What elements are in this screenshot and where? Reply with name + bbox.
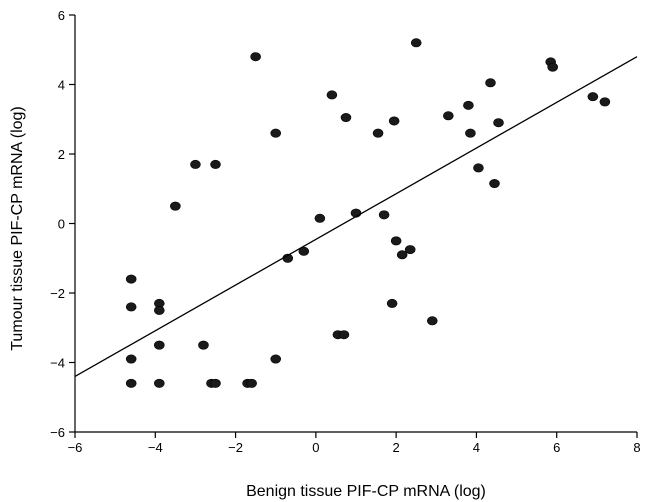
x-tick-label: 8 bbox=[633, 440, 640, 455]
scatter-point bbox=[154, 340, 165, 350]
scatter-point bbox=[154, 378, 165, 388]
scatter-point bbox=[125, 354, 137, 364]
y-tick-label: 2 bbox=[58, 147, 65, 162]
scatter-point bbox=[340, 113, 352, 123]
scatter-point bbox=[386, 298, 398, 308]
x-tick-label: 4 bbox=[473, 440, 480, 455]
regression-line bbox=[74, 56, 638, 377]
scatter-point bbox=[443, 111, 454, 121]
x-tick-label: −6 bbox=[68, 440, 83, 455]
x-tick-label: −4 bbox=[148, 440, 163, 455]
y-axis-title: Tumour tissue PIF-CP mRNA (log) bbox=[9, 106, 26, 351]
x-tick-label: 2 bbox=[393, 440, 400, 455]
scatter-point bbox=[463, 100, 474, 110]
scatter-point bbox=[154, 305, 165, 315]
x-axis-title: Benign tissue PIF-CP mRNA (log) bbox=[246, 483, 486, 500]
scatter-point bbox=[465, 128, 476, 138]
y-tick-label: −4 bbox=[50, 356, 65, 371]
scatter-point bbox=[410, 38, 422, 48]
scatter-point bbox=[314, 213, 326, 223]
y-tick-label: 0 bbox=[58, 217, 65, 232]
scatter-point bbox=[378, 210, 390, 220]
scatter-point bbox=[298, 246, 310, 256]
scatter-point bbox=[388, 116, 400, 126]
y-tick-label: −6 bbox=[50, 425, 65, 440]
scatter-point bbox=[270, 128, 282, 138]
x-tick-label: −2 bbox=[228, 440, 243, 455]
x-tick-label: 6 bbox=[553, 440, 560, 455]
ticks: −6 −4 −2 0 2 4 6 8 −6 −4 −2 0 2 4 6 bbox=[50, 8, 640, 455]
y-tick-label: 6 bbox=[58, 8, 65, 23]
scatter-point bbox=[390, 236, 402, 246]
scatter-point bbox=[125, 274, 137, 284]
scatter-point bbox=[599, 97, 611, 107]
scatter-point bbox=[338, 330, 350, 340]
x-tick-label: 0 bbox=[312, 440, 319, 455]
scatter-point bbox=[170, 201, 181, 211]
scatter-point bbox=[250, 52, 261, 62]
scatter-point bbox=[198, 340, 209, 350]
scatter-point bbox=[190, 159, 201, 169]
scatter-point bbox=[125, 302, 137, 312]
scatter-point bbox=[270, 354, 282, 364]
scatter-point bbox=[210, 159, 221, 169]
scatter-point bbox=[372, 128, 384, 138]
axes bbox=[74, 15, 637, 433]
scatter-point bbox=[125, 378, 137, 388]
scatter-point bbox=[587, 92, 599, 102]
y-tick-label: −2 bbox=[50, 286, 65, 301]
scatter-point bbox=[473, 163, 484, 173]
scatter-point bbox=[485, 78, 496, 88]
scatter-point bbox=[404, 245, 416, 255]
scatter-point bbox=[210, 378, 221, 388]
scatter-point bbox=[426, 316, 438, 326]
y-tick-label: 4 bbox=[58, 78, 65, 93]
scatter-point bbox=[326, 90, 338, 100]
scatter-point bbox=[246, 378, 257, 388]
scatter-point bbox=[547, 62, 559, 72]
scatter-point bbox=[396, 250, 408, 260]
scatter-point bbox=[493, 118, 504, 128]
points-layer bbox=[125, 38, 611, 388]
scatter-point bbox=[489, 179, 500, 189]
